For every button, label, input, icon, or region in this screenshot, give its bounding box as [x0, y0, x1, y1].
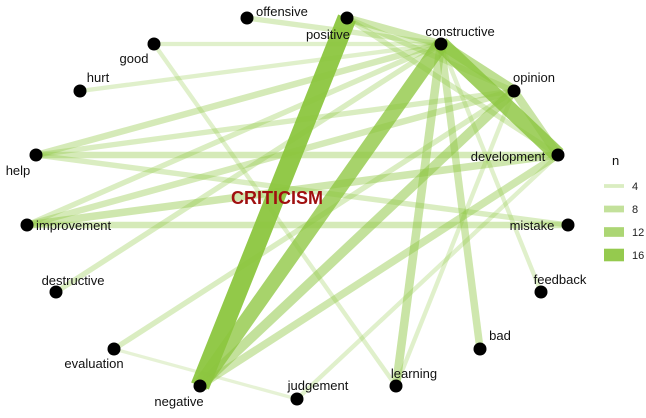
node-label-bad: bad: [489, 328, 511, 343]
edge-opinion-negative: [196, 87, 518, 390]
legend-title: n: [612, 153, 619, 168]
node-evaluation: [107, 342, 121, 356]
node-good: [147, 37, 161, 51]
legend-key-4: [604, 184, 624, 188]
node-label-negative: negative: [154, 394, 203, 409]
node-label-good: good: [120, 51, 149, 66]
edge-development-negative: [197, 151, 561, 390]
node-label-constructive: constructive: [425, 24, 494, 39]
labels-layer: offensive positive constructive good opinion…: [6, 4, 587, 409]
node-opinion: [507, 84, 521, 98]
node-label-opinion: opinion: [513, 70, 555, 85]
edge-constructive-improvement: [25, 41, 443, 228]
node-label-help: help: [6, 163, 31, 178]
legend-label-8: 8: [632, 204, 638, 216]
nodes-layer: [20, 11, 575, 406]
node-destructive: [49, 285, 63, 299]
edge-opinion-development: [510, 88, 562, 158]
node-bad: [473, 342, 487, 356]
node-offensive: [240, 11, 254, 25]
edge-positive-constructive: [346, 14, 442, 48]
edge-constructive-negative: [193, 39, 448, 391]
edge-opinion-learning: [393, 90, 517, 387]
node-label-destructive: destructive: [42, 273, 105, 288]
edge-development-improvement: [26, 151, 559, 229]
node-development: [551, 148, 565, 162]
edge-good-learning: [152, 42, 398, 388]
edge-positive-development: [345, 15, 560, 158]
node-constructive: [434, 37, 448, 51]
edge-evaluation-judgement: [113, 347, 298, 401]
node-label-feedback: feedback: [534, 272, 587, 287]
edge-positive-negative: [191, 14, 356, 390]
node-help: [29, 148, 43, 162]
legend-key-16: [604, 248, 624, 262]
node-label-development: development: [471, 149, 546, 164]
edge-constructive-opinion: [438, 39, 517, 96]
edge-constructive-destructive: [54, 41, 443, 295]
node-label-positive: positive: [306, 27, 350, 42]
node-label-learning: learning: [391, 366, 437, 381]
node-label-evaluation: evaluation: [64, 356, 123, 371]
legend-label-16: 16: [632, 250, 644, 262]
node-hurt: [73, 84, 87, 98]
node-label-offensive: offensive: [256, 4, 308, 19]
legend-key-8: [604, 205, 624, 213]
node-label-improvement: improvement: [36, 218, 112, 233]
edge-opinion-evaluation: [112, 88, 516, 352]
edge-development-judgement: [295, 153, 560, 401]
node-label-mistake: mistake: [510, 218, 555, 233]
edge-help-mistake: [35, 152, 569, 228]
edge-constructive-hurt: [79, 41, 442, 94]
legend-label-12: 12: [632, 227, 644, 239]
node-label-judgement: judgement: [287, 378, 349, 393]
center-label: CRITICISM: [231, 188, 323, 208]
edge-constructive-learning: [391, 43, 446, 387]
node-judgement: [290, 392, 304, 406]
node-mistake: [561, 218, 575, 232]
edge-constructive-bad: [437, 43, 484, 350]
legend: n 4 8 12 16: [604, 153, 644, 262]
node-feedback: [534, 285, 548, 299]
legend-label-4: 4: [632, 181, 638, 193]
edge-constructive-feedback: [438, 43, 544, 293]
edge-constructive-help: [35, 40, 442, 159]
edges-layer: [25, 14, 569, 401]
node-learning: [389, 379, 403, 393]
legend-key-12: [604, 227, 624, 237]
node-label-hurt: hurt: [87, 70, 110, 85]
edge-positive-opinion: [345, 15, 516, 94]
node-negative: [193, 379, 207, 393]
edge-opinion-help: [35, 88, 515, 158]
node-positive: [340, 11, 354, 25]
node-improvement: [20, 218, 34, 232]
edge-opinion-improvement: [26, 87, 515, 229]
edge-offensive-constructive: [246, 15, 442, 47]
